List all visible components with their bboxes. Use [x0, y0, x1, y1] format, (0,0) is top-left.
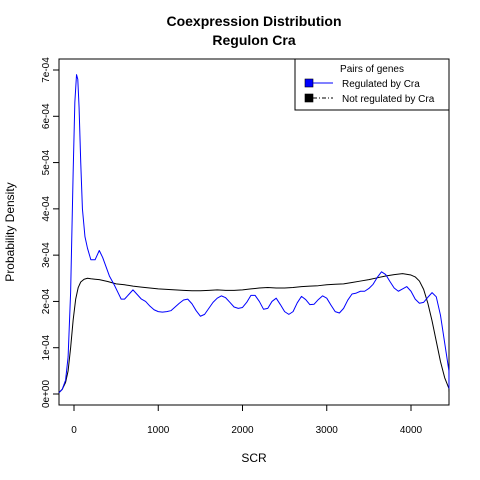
legend-swatch-not-regulated: [304, 93, 314, 103]
chart-subtitle: Regulon Cra: [212, 32, 295, 48]
y-tick-label: 6e-04: [41, 103, 52, 129]
y-tick-label: 7e-04: [41, 57, 52, 83]
series-line-regulated: [58, 74, 450, 393]
x-tick-label: 2000: [231, 425, 254, 436]
y-tick-label: 3e-04: [41, 242, 52, 268]
legend: Pairs of genes Regulated by Cra Not regu…: [294, 58, 450, 111]
plot-frame: [58, 58, 450, 406]
y-axis: 0e+00 1e-04 2e-04 3e-04 4e-04 5e-04 6e-04 7e-04: [41, 57, 59, 408]
x-axis-label: SCR: [241, 451, 267, 465]
legend-label-not-regulated: Not regulated by Cra: [342, 94, 435, 105]
y-tick-label: 0e+00: [41, 380, 52, 409]
legend-label-regulated: Regulated by Cra: [342, 79, 420, 90]
x-tick-label: 4000: [400, 425, 423, 436]
series-line-not-regulated: [58, 273, 450, 393]
y-tick-label: 4e-04: [41, 196, 52, 222]
y-tick-label: 5e-04: [41, 149, 52, 175]
y-tick-label: 2e-04: [41, 288, 52, 314]
y-tick-label: 1e-04: [41, 334, 52, 360]
x-tick-label: 0: [71, 425, 77, 436]
legend-box: [294, 58, 450, 111]
x-tick-label: 1000: [147, 425, 170, 436]
chart-title: Coexpression Distribution: [166, 13, 341, 29]
legend-swatch-regulated: [304, 78, 314, 88]
x-tick-label: 3000: [316, 425, 339, 436]
x-axis: 0 1000 2000 3000 4000: [71, 405, 423, 436]
legend-title: Pairs of genes: [340, 64, 404, 75]
y-axis-label: Probability Density: [3, 182, 17, 281]
series-layer: [58, 74, 450, 393]
